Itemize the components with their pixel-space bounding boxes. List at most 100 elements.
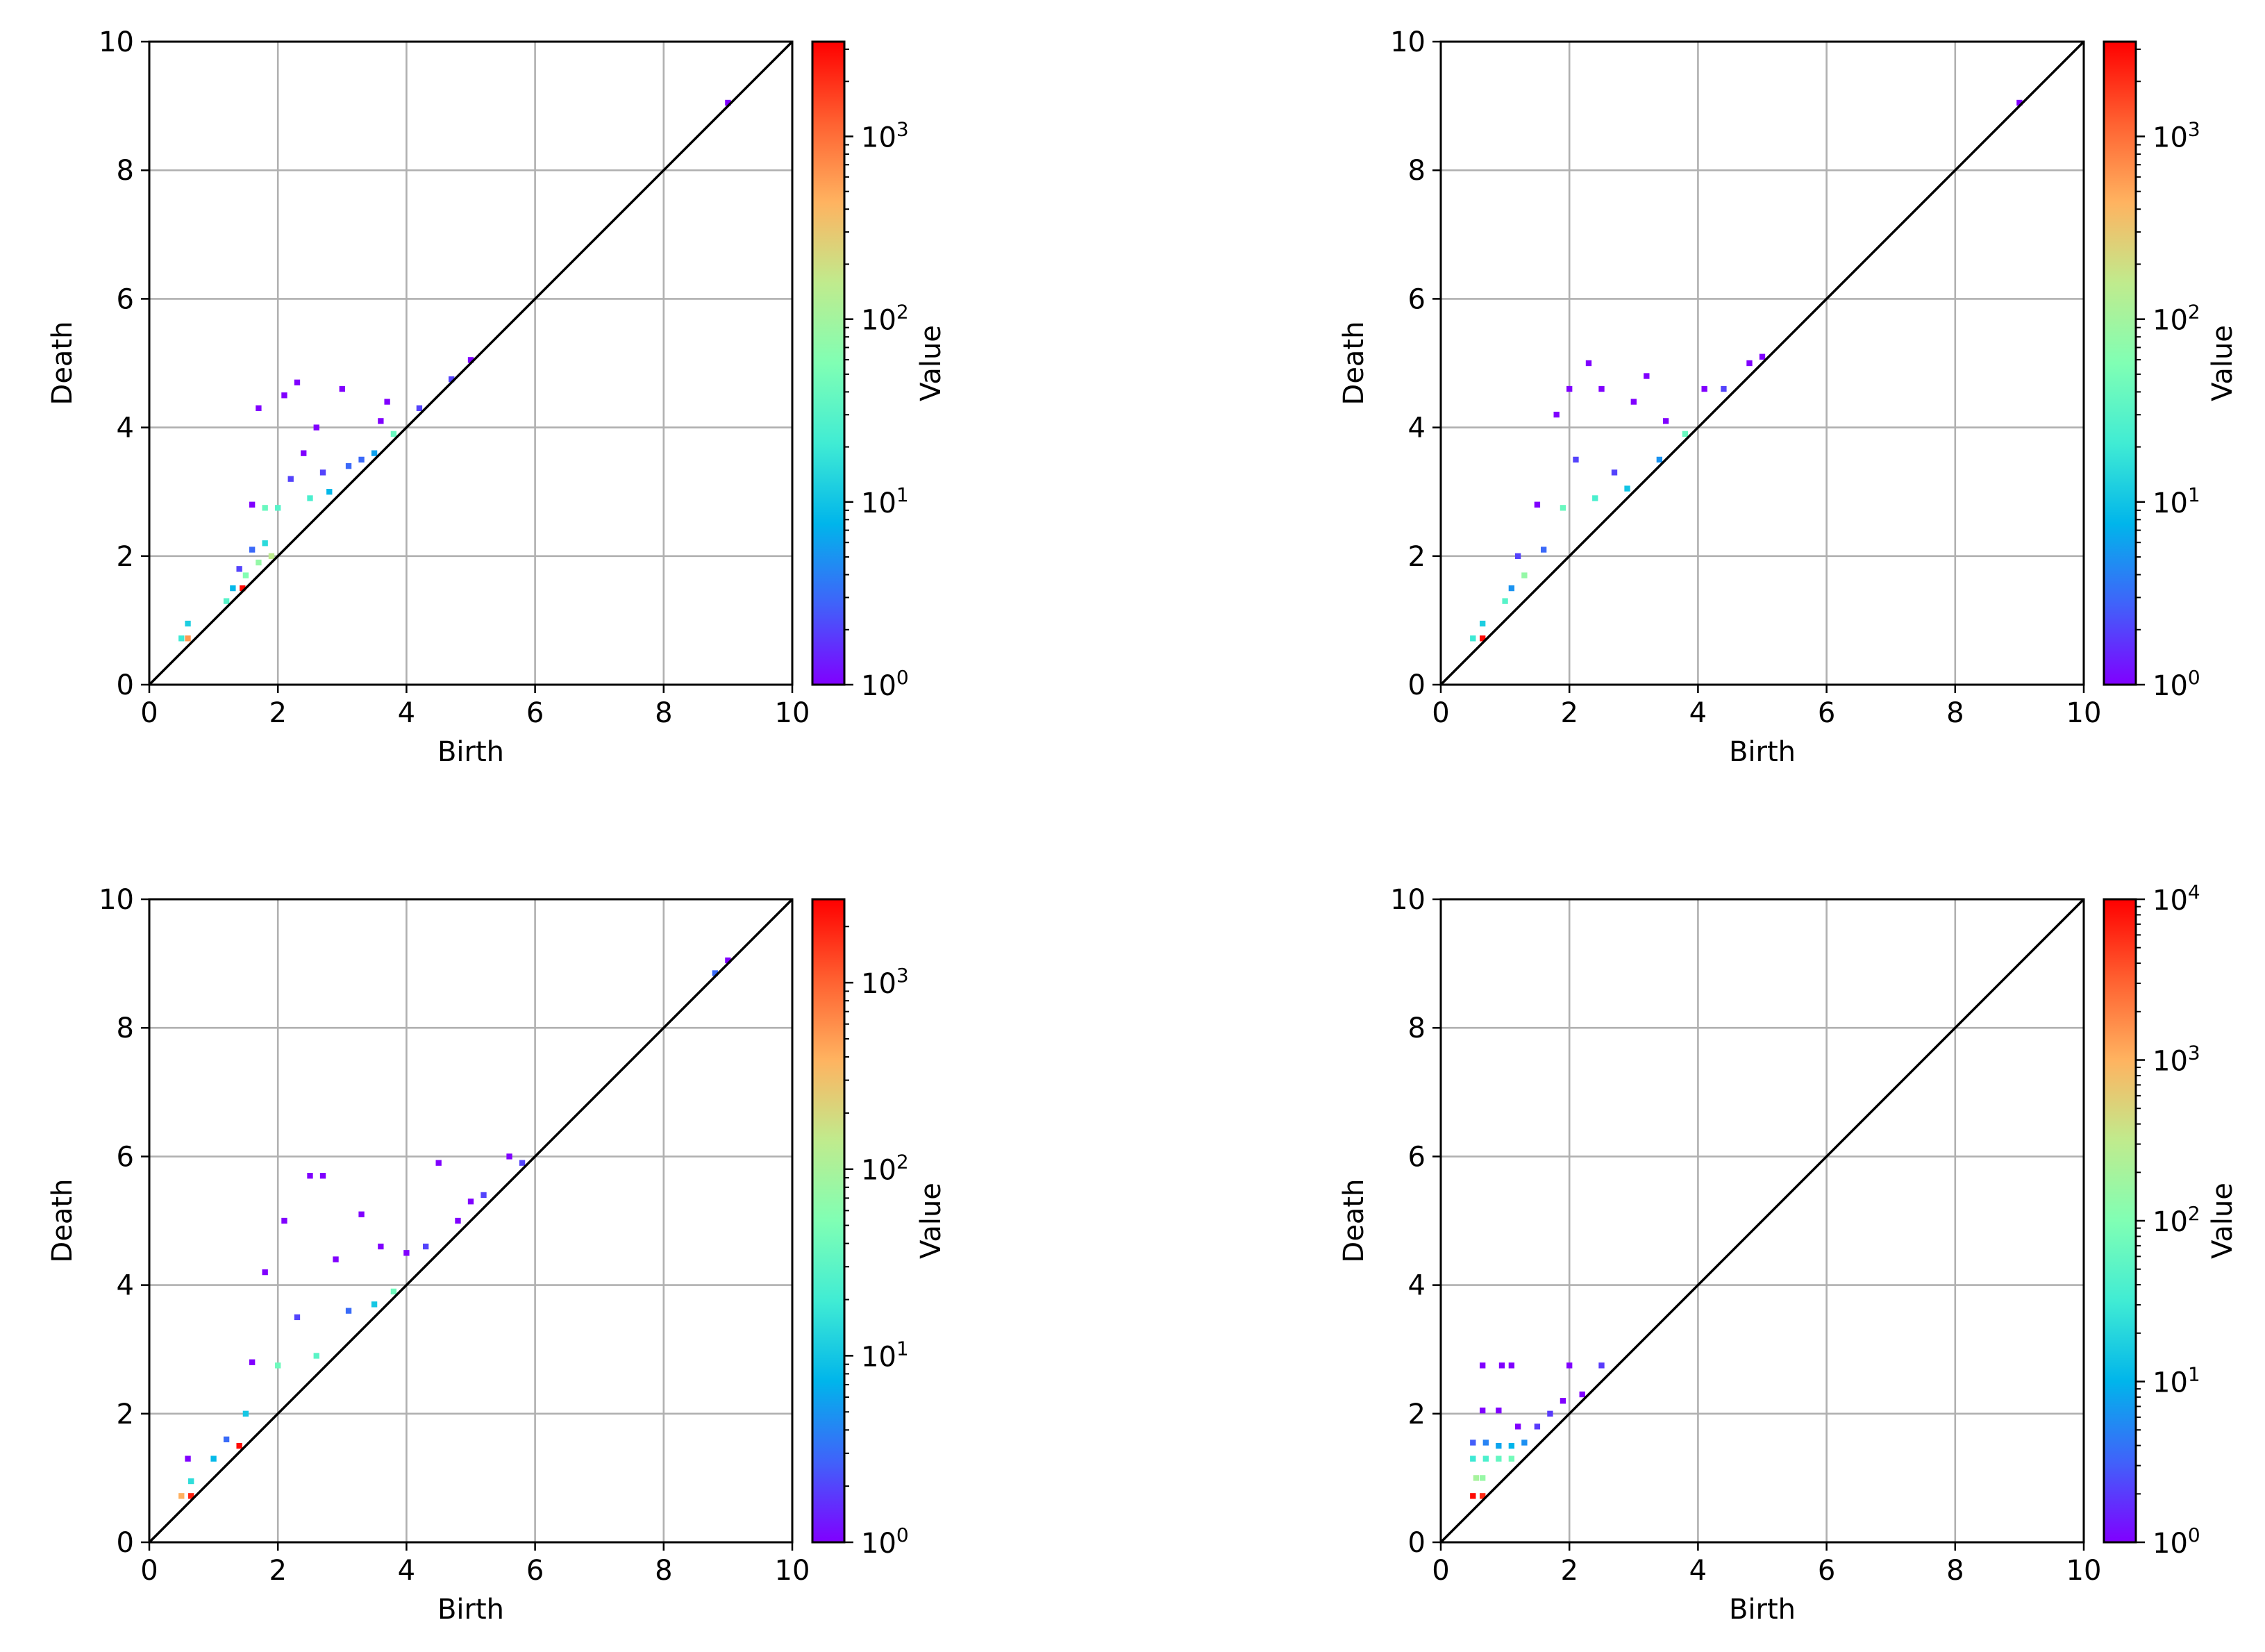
heatmap-cell: [1701, 385, 1707, 392]
heatmap-cell: [1611, 469, 1618, 476]
heatmap-cell: [236, 566, 242, 572]
x-axis-label: Birth: [437, 1594, 504, 1626]
heatmap-cell: [358, 1211, 365, 1217]
heatmap-cell: [326, 489, 333, 495]
y-axis-label: Death: [47, 1179, 78, 1263]
heatmap-cell: [249, 1359, 256, 1365]
heatmap-cell: [1534, 501, 1541, 508]
panel-4: 0 2 4 6 8 100246810BirthDeath100101102103104V…: [1338, 881, 2239, 1626]
heatmap-cell: [287, 476, 294, 482]
heatmap-cell: [275, 1362, 281, 1369]
colorbar-tick-label: 101: [861, 1337, 909, 1373]
x-tick-label: 4: [1689, 697, 1707, 729]
heatmap-cell: [1480, 635, 1486, 642]
heatmap-cell: [455, 1217, 461, 1224]
y-tick-label: 8: [1408, 155, 1426, 187]
heatmap-cell: [403, 1250, 410, 1256]
heatmap-cell: [188, 1478, 194, 1485]
y-axis-label: Death: [47, 322, 78, 406]
y-tick-label: 0: [1408, 1527, 1426, 1559]
heatmap-cell: [1592, 495, 1598, 501]
heatmap-cell: [268, 553, 275, 559]
heatmap-cell: [294, 1314, 301, 1321]
heatmap-cell: [1598, 385, 1605, 392]
heatmap-cell: [339, 385, 345, 392]
heatmap-cell: [301, 450, 307, 456]
heatmap-cell: [1579, 1391, 1585, 1398]
diagonal-line: [1439, 898, 2085, 1544]
panel-1: 0 2 4 6 8 100246810BirthDeath100101102103Valu…: [47, 26, 947, 768]
heatmap-cell: [1566, 1362, 1573, 1369]
y-tick-label: 8: [117, 1012, 134, 1044]
y-tick-label: 6: [1408, 1141, 1426, 1173]
heatmap-cell: [1480, 1493, 1486, 1499]
heatmap-cell: [2016, 99, 2023, 106]
colorbar-tick-label: 100: [861, 666, 909, 702]
heatmap-cell: [1566, 385, 1573, 392]
heatmap-cell: [223, 1436, 230, 1443]
x-tick-label: 2: [269, 697, 286, 729]
colorbar-tick-label: 103: [2153, 1042, 2200, 1078]
heatmap-cell: [371, 450, 378, 456]
heatmap-cell: [1560, 505, 1566, 511]
heatmap-cell: [345, 1308, 352, 1314]
heatmap-cell: [1624, 485, 1630, 492]
colorbar-label: Value: [915, 325, 947, 401]
heatmap-cell: [1482, 1455, 1489, 1462]
heatmap-cell: [249, 547, 256, 553]
y-tick-label: 6: [1408, 283, 1426, 315]
plot-frame: [148, 898, 794, 1544]
y-tick-label: 2: [117, 1399, 134, 1430]
heatmap-cell: [384, 399, 390, 405]
heatmap-cell: [1498, 1362, 1505, 1369]
y-tick-label: 10: [1390, 884, 1426, 916]
heatmap-cell: [435, 1160, 442, 1166]
heatmap-cell: [480, 1192, 487, 1199]
y-tick-label: 10: [99, 26, 134, 58]
heatmap-cell: [390, 431, 397, 437]
heatmap-cell: [1508, 585, 1515, 592]
plot-frame: [1439, 898, 2085, 1544]
heatmap-cell: [1514, 1424, 1521, 1430]
heatmap-cell: [307, 1173, 313, 1179]
colorbar: [2103, 40, 2137, 686]
heatmap-cell: [262, 505, 268, 511]
heatmap-cell: [1656, 456, 1663, 463]
heatmap-cell: [249, 501, 256, 508]
heatmap-cell: [1534, 1424, 1541, 1430]
heatmap-cell: [1470, 1440, 1476, 1446]
heatmap-cell: [1598, 1362, 1605, 1369]
heatmap-cell: [1496, 1442, 1502, 1449]
x-axis-label: Birth: [1729, 1594, 1796, 1626]
x-tick-label: 4: [398, 697, 415, 729]
heatmap-cell: [1482, 1440, 1489, 1446]
heatmap-cell: [519, 1160, 526, 1166]
colorbar-tick-label: 101: [2153, 483, 2200, 519]
heatmap-cell: [1682, 431, 1689, 437]
y-axis-label: Death: [1338, 1179, 1370, 1263]
x-tick-label: 2: [1560, 1555, 1578, 1587]
y-tick-label: 8: [117, 155, 134, 187]
heatmap-cell: [378, 1243, 384, 1250]
y-axis-label: Death: [1338, 322, 1370, 406]
heatmap-cell: [725, 99, 731, 106]
heatmap-cell: [1470, 1493, 1476, 1499]
heatmap-cell: [1585, 360, 1592, 367]
colorbar-label: Value: [2207, 1183, 2239, 1259]
x-tick-label: 4: [1689, 1555, 1707, 1587]
heatmap-cell: [256, 559, 262, 566]
heatmap-cell: [1508, 1362, 1515, 1369]
y-tick-label: 0: [1408, 669, 1426, 701]
heatmap-cell: [1746, 360, 1753, 367]
heatmap-cell: [242, 1410, 249, 1417]
x-tick-label: 6: [1818, 697, 1835, 729]
heatmap-cell: [1502, 598, 1508, 604]
y-tick-label: 0: [117, 1527, 134, 1559]
heatmap-cell: [1573, 456, 1579, 463]
heatmap-cell: [185, 635, 191, 642]
y-tick-label: 2: [117, 541, 134, 573]
colorbar-tick-label: 103: [861, 964, 909, 1000]
heatmap-cell: [313, 424, 319, 431]
heatmap-cell: [294, 379, 301, 385]
heatmap-cell: [223, 598, 230, 604]
